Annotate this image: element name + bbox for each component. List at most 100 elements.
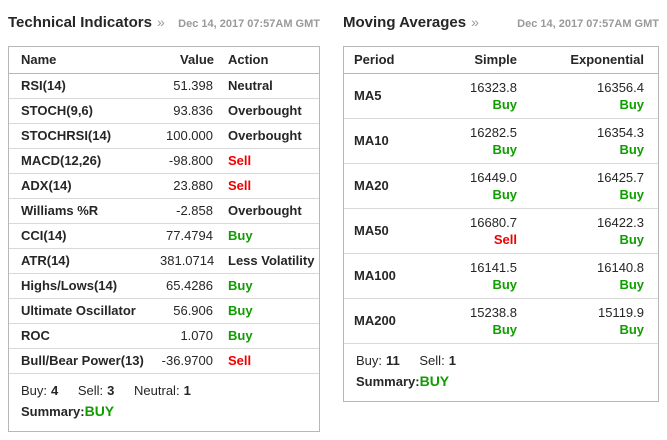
indicator-action: Buy [214,223,319,249]
indicator-action: Sell [214,148,319,174]
indicator-action: Overbought [214,198,319,224]
technical-indicators-summary: Buy: 4 Sell: 3 Neutral: 1 Summary:BUY [9,374,319,431]
moving-averages-timestamp: Dec 14, 2017 07:57AM GMT [517,18,659,30]
chevron-right-icon[interactable]: » [471,14,479,30]
summary-count-label: Buy: [356,353,383,368]
indicator-value: -36.9700 [159,348,214,374]
moving-averages-title-link[interactable]: Moving Averages [343,14,467,31]
technical-indicators-header: Technical Indicators » Dec 14, 2017 07:5… [8,8,320,46]
ma-exponential-value: 15119.9 [597,305,644,320]
indicator-name: RSI(14) [9,73,159,99]
moving-averages-summary-line: Summary:BUY [356,371,646,392]
indicator-row: MACD(12,26) -98.800 Sell [9,148,319,174]
indicator-name: Ultimate Oscillator [9,298,159,324]
indicator-name: ADX(14) [9,173,159,199]
ma-period: MA5 [344,73,434,119]
indicator-row: CCI(14) 77.4794 Buy [9,223,319,249]
indicator-row: ADX(14) 23.880 Sell [9,173,319,199]
indicator-name: STOCHRSI(14) [9,123,159,149]
indicator-value: 1.070 [159,323,214,349]
technical-indicators-counts: Buy: 4 Sell: 3 Neutral: 1 [21,381,307,401]
moving-averages-panel: Moving Averages » Dec 14, 2017 07:57AM G… [343,8,659,432]
indicator-name: STOCH(9,6) [9,98,159,124]
summary-value: BUY [419,373,450,389]
ma-exponential-cell: 16140.8 Buy [531,253,658,299]
ma-simple-action: Buy [492,187,517,202]
indicator-action: Sell [214,173,319,199]
ma-simple-value: 16141.5 [470,260,517,275]
ma-period: MA20 [344,163,434,209]
indicator-row: Highs/Lows(14) 65.4286 Buy [9,273,319,299]
ma-exponential-action: Buy [619,97,644,112]
moving-averages-counts: Buy: 11 Sell: 1 [356,351,646,371]
technical-indicators-panel: Technical Indicators » Dec 14, 2017 07:5… [8,8,320,432]
summary-count-item: Neutral: 1 [134,383,191,398]
ma-simple-cell: 16282.5 Buy [434,118,531,164]
ma-period: MA10 [344,118,434,164]
indicator-row: Ultimate Oscillator 56.906 Buy [9,298,319,324]
indicator-row: Bull/Bear Power(13) -36.9700 Sell [9,348,319,374]
indicator-action: Buy [214,323,319,349]
ma-exponential-value: 16356.4 [597,80,644,95]
moving-averages-tablebox: Period Simple Exponential MA5 16323.8 Bu… [343,46,659,402]
ma-simple-value: 16680.7 [470,215,517,230]
indicator-value: -2.858 [159,198,214,224]
indicator-name: MACD(12,26) [9,148,159,174]
ma-row: MA5 16323.8 Buy 16356.4 Buy [344,73,658,119]
ma-period: MA50 [344,208,434,254]
summary-value: BUY [84,403,115,419]
technical-indicators-title-link[interactable]: Technical Indicators [8,14,152,31]
chevron-right-icon[interactable]: » [156,14,165,30]
indicator-value: 100.000 [159,123,214,149]
ma-row: MA10 16282.5 Buy 16354.3 Buy [344,118,658,164]
ma-exponential-action: Buy [619,322,644,337]
moving-averages-summary: Buy: 11 Sell: 1 Summary:BUY [344,344,658,401]
ma-exponential-action: Buy [619,277,644,292]
indicator-action: Buy [214,298,319,324]
moving-averages-table: Period Simple Exponential MA5 16323.8 Bu… [344,47,658,344]
indicator-action: Overbought [214,123,319,149]
ma-simple-cell: 16680.7 Sell [434,208,531,254]
ma-simple-action: Buy [492,142,517,157]
technical-indicators-tablebox: Name Value Action RSI(14) 51.398 Neutral… [8,46,320,432]
ma-period: MA100 [344,253,434,299]
indicator-value: 56.906 [159,298,214,324]
technical-indicators-timestamp: Dec 14, 2017 07:57AM GMT [178,18,320,30]
indicator-name: Highs/Lows(14) [9,273,159,299]
ma-exponential-action: Buy [619,142,644,157]
ma-exponential-value: 16354.3 [597,125,644,140]
indicator-value: 51.398 [159,73,214,99]
ma-simple-value: 15238.8 [470,305,517,320]
ma-simple-cell: 16141.5 Buy [434,253,531,299]
summary-label: Summary: [356,374,420,389]
ma-exponential-value: 16425.7 [597,170,644,185]
indicator-row: RSI(14) 51.398 Neutral [9,73,319,99]
ma-simple-cell: 16449.0 Buy [434,163,531,209]
indicator-row: ATR(14) 381.0714 Less Volatility [9,248,319,274]
ma-row: MA20 16449.0 Buy 16425.7 Buy [344,163,658,209]
indicator-name: Bull/Bear Power(13) [9,348,159,374]
summary-count-item: Sell: 3 [78,383,118,398]
ma-exponential-action: Buy [619,187,644,202]
technical-indicators-summary-line: Summary:BUY [21,401,307,422]
ma-exponential-cell: 16356.4 Buy [531,73,658,119]
ma-exponential-value: 16422.3 [597,215,644,230]
technical-indicators-table: Name Value Action RSI(14) 51.398 Neutral… [9,47,319,374]
ma-simple-value: 16323.8 [470,80,517,95]
moving-averages-header: Moving Averages » Dec 14, 2017 07:57AM G… [343,8,659,46]
technical-indicators-header-row: Name Value Action [9,47,319,74]
indicator-name: Williams %R [9,198,159,224]
moving-averages-header-row: Period Simple Exponential [344,47,658,74]
ma-exponential-cell: 16425.7 Buy [531,163,658,209]
column-header-action: Action [214,47,319,74]
column-header-name: Name [9,47,159,74]
summary-count-label: Neutral: [134,383,180,398]
ma-row: MA200 15238.8 Buy 15119.9 Buy [344,298,658,344]
ma-exponential-cell: 15119.9 Buy [531,298,658,344]
ma-simple-cell: 16323.8 Buy [434,73,531,119]
summary-count-label: Buy: [21,383,48,398]
ma-exponential-cell: 16354.3 Buy [531,118,658,164]
indicator-row: STOCHRSI(14) 100.000 Overbought [9,123,319,149]
summary-count-label: Sell: [419,353,445,368]
